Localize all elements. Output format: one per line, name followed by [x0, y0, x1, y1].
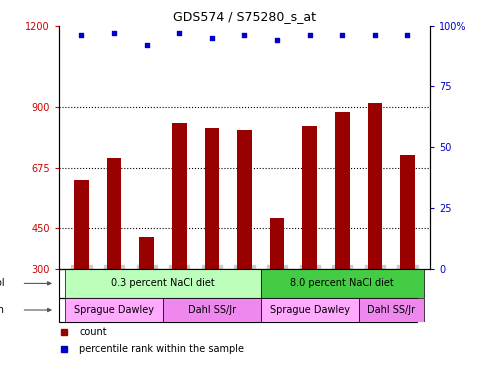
- Text: Dahl SS/Jr: Dahl SS/Jr: [187, 305, 236, 315]
- Point: [207, 35, 215, 41]
- Bar: [260, 269, 423, 298]
- Bar: [302, 126, 316, 269]
- Point: [305, 33, 313, 38]
- Point: [338, 33, 346, 38]
- Text: 0.3 percent NaCl diet: 0.3 percent NaCl diet: [111, 279, 214, 288]
- Point: [240, 33, 248, 38]
- Bar: [367, 103, 382, 269]
- Bar: [399, 156, 414, 269]
- Point: [110, 30, 118, 36]
- Text: protocol: protocol: [0, 279, 5, 288]
- Bar: [237, 130, 251, 269]
- Point: [403, 33, 410, 38]
- Bar: [65, 298, 163, 322]
- Text: 8.0 percent NaCl diet: 8.0 percent NaCl diet: [290, 279, 393, 288]
- Bar: [269, 217, 284, 269]
- Bar: [204, 128, 219, 269]
- Bar: [65, 269, 260, 298]
- Bar: [139, 236, 154, 269]
- Text: count: count: [79, 327, 106, 337]
- Point: [273, 37, 281, 43]
- Text: Sprague Dawley: Sprague Dawley: [269, 305, 349, 315]
- Text: Dahl SS/Jr: Dahl SS/Jr: [366, 305, 414, 315]
- Point: [142, 42, 150, 48]
- Bar: [163, 298, 260, 322]
- Point: [175, 30, 183, 36]
- Point: [370, 33, 378, 38]
- Bar: [334, 112, 349, 269]
- Bar: [74, 180, 89, 269]
- Text: percentile rank within the sample: percentile rank within the sample: [79, 344, 244, 354]
- Title: GDS574 / S75280_s_at: GDS574 / S75280_s_at: [173, 10, 315, 23]
- Bar: [260, 298, 358, 322]
- Bar: [358, 298, 423, 322]
- Text: Sprague Dawley: Sprague Dawley: [74, 305, 154, 315]
- Bar: [106, 158, 121, 269]
- Point: [78, 33, 85, 38]
- Text: strain: strain: [0, 305, 5, 315]
- Bar: [172, 123, 186, 269]
